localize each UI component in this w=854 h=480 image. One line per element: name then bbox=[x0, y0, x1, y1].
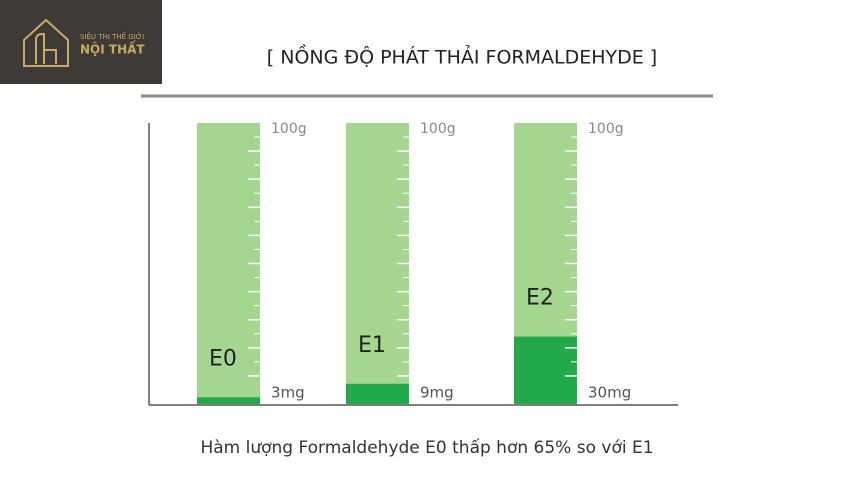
value-label: 3mg bbox=[271, 384, 305, 402]
logo-icon bbox=[23, 18, 69, 67]
value-label: 9mg bbox=[420, 384, 454, 402]
chart-title: [ NỒNG ĐỘ PHÁT THẢI FORMALDEHYDE ] bbox=[267, 43, 657, 69]
logo-line2: NỘI THẤT bbox=[80, 40, 145, 57]
category-label: E1 bbox=[358, 333, 386, 358]
top-label: 100g bbox=[588, 121, 624, 137]
category-label: E2 bbox=[526, 286, 554, 311]
bar bbox=[514, 336, 577, 404]
category-label: E0 bbox=[209, 346, 237, 371]
bar bbox=[346, 383, 409, 404]
top-label: 100g bbox=[420, 121, 456, 137]
logo-line1: SIÊU THỊ THẾ GIỚI bbox=[80, 31, 144, 41]
logo-box bbox=[0, 0, 162, 84]
caption: Hàm lượng Formaldehyde E0 thấp hơn 65% s… bbox=[200, 437, 653, 458]
top-label: 100g bbox=[271, 121, 307, 137]
bar bbox=[197, 397, 260, 404]
value-label: 30mg bbox=[588, 384, 631, 402]
